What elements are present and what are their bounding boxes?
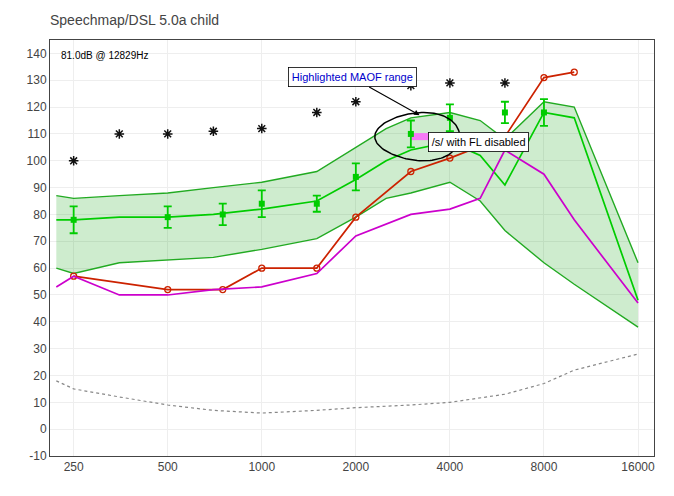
svg-text:4000: 4000 — [437, 460, 464, 474]
svg-text:100: 100 — [27, 154, 47, 168]
svg-text:8000: 8000 — [531, 460, 558, 474]
svg-text:20: 20 — [33, 369, 47, 383]
svg-text:1000: 1000 — [248, 460, 275, 474]
svg-text:80: 80 — [33, 208, 47, 222]
svg-text:90: 90 — [33, 181, 47, 195]
svg-text:50: 50 — [33, 288, 47, 302]
svg-text:110: 110 — [27, 127, 46, 141]
svg-text:60: 60 — [33, 261, 47, 275]
svg-text:10: 10 — [33, 396, 47, 410]
svg-text:16000: 16000 — [621, 460, 655, 474]
svg-text:Speechmap/DSL 5.0a child: Speechmap/DSL 5.0a child — [50, 12, 219, 28]
svg-text:2000: 2000 — [342, 460, 369, 474]
svg-text:70: 70 — [33, 234, 47, 248]
svg-text:140: 140 — [27, 47, 47, 61]
svg-text:0: 0 — [40, 422, 47, 436]
svg-text:40: 40 — [33, 315, 47, 329]
svg-text:81.0dB @ 12829Hz: 81.0dB @ 12829Hz — [61, 50, 148, 61]
svg-text:120: 120 — [27, 100, 47, 114]
svg-text:Highlighted MAOF range: Highlighted MAOF range — [292, 71, 413, 83]
svg-text:130: 130 — [27, 73, 47, 87]
svg-text:/s/ with FL disabled: /s/ with FL disabled — [432, 136, 526, 148]
svg-text:250: 250 — [64, 460, 84, 474]
svg-text:-10: -10 — [29, 449, 47, 463]
svg-text:500: 500 — [158, 460, 178, 474]
svg-text:30: 30 — [33, 342, 47, 356]
